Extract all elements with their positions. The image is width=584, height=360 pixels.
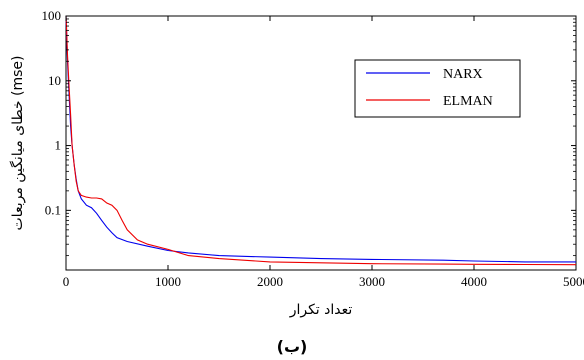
x-tick-label: 4000 (461, 274, 487, 289)
series-line-elman (65, 15, 577, 266)
x-tick-label: 2000 (257, 274, 283, 289)
x-tick-label: 0 (63, 274, 70, 289)
x-tick-label: 1000 (155, 274, 181, 289)
legend-label-narx: NARX (443, 67, 483, 82)
y-tick-label: 100 (42, 8, 62, 23)
figure-caption: (ب) (277, 337, 308, 356)
series-layer (65, 15, 577, 266)
x-axis-label: تعداد تکرار (289, 302, 353, 318)
y-axis-label: خطای میانگین مربعات (mse) (9, 55, 26, 230)
legend: NARX ELMAN (354, 59, 521, 118)
y-tick-label: 10 (48, 73, 61, 88)
x-tick-label: 3000 (359, 274, 385, 289)
y-tick-label: 0.1 (45, 202, 61, 217)
plot-area-frame (65, 15, 577, 271)
y-tick-label: 1 (55, 138, 62, 153)
legend-label-elman: ELMAN (443, 94, 493, 109)
legend-box (354, 59, 521, 118)
